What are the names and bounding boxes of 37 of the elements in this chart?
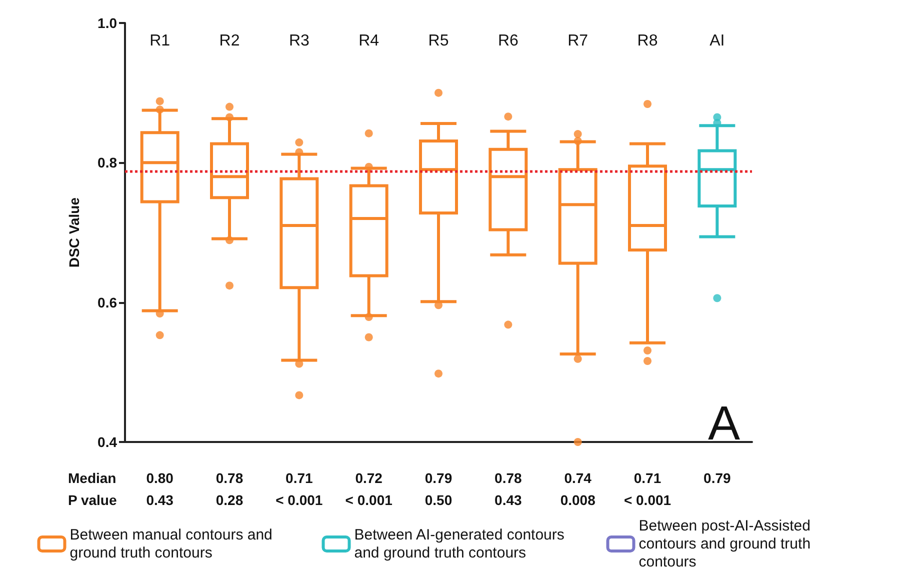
y-tick-label: 1.0 [98,15,118,31]
text: Median [68,470,116,486]
text: 0.78 [216,470,244,486]
x-tick-label: R1 [150,32,170,50]
legend-label: Between manual contours and ground truth contours [70,526,277,562]
text: < 0.001 [276,492,323,508]
text: 0.71 [286,470,314,486]
y-tick-label: 0.6 [98,294,118,310]
text: 0.80 [146,470,174,486]
legend-label: Between AI-generated contours and ground truth contours [354,526,569,562]
text: < 0.001 [345,492,393,508]
text: 0.43 [146,492,174,508]
text: < 0.001 [624,492,672,508]
x-tick-label: R3 [288,32,310,50]
x-tick-label: R7 [568,32,588,50]
y-tick-label: 0.8 [98,154,118,171]
text: 0.78 [494,470,522,486]
text: 0.72 [355,470,383,486]
legend-label: Between post-AI-Assisted contours and ground truth contours [638,518,815,570]
x-tick-label: R4 [358,32,380,50]
text: 0.71 [634,470,662,486]
x-tick-label: R5 [428,32,449,50]
text: 0.008 [560,492,596,508]
text: 0.43 [494,492,522,508]
text: P value [68,492,117,508]
text: 0.79 [424,470,452,486]
text: 0.28 [216,492,244,508]
x-tick-label: R8 [637,32,658,50]
y-axis-title: DSC Value [66,197,82,268]
text: 0.50 [424,492,452,508]
annotation: A [708,398,740,450]
y-tick-label: 0.4 [98,434,118,450]
text: 0.74 [564,470,592,486]
x-tick-label: AI [710,32,725,50]
x-tick-label: R6 [498,32,518,50]
x-tick-label: R2 [219,32,240,50]
text: 0.79 [704,470,732,486]
